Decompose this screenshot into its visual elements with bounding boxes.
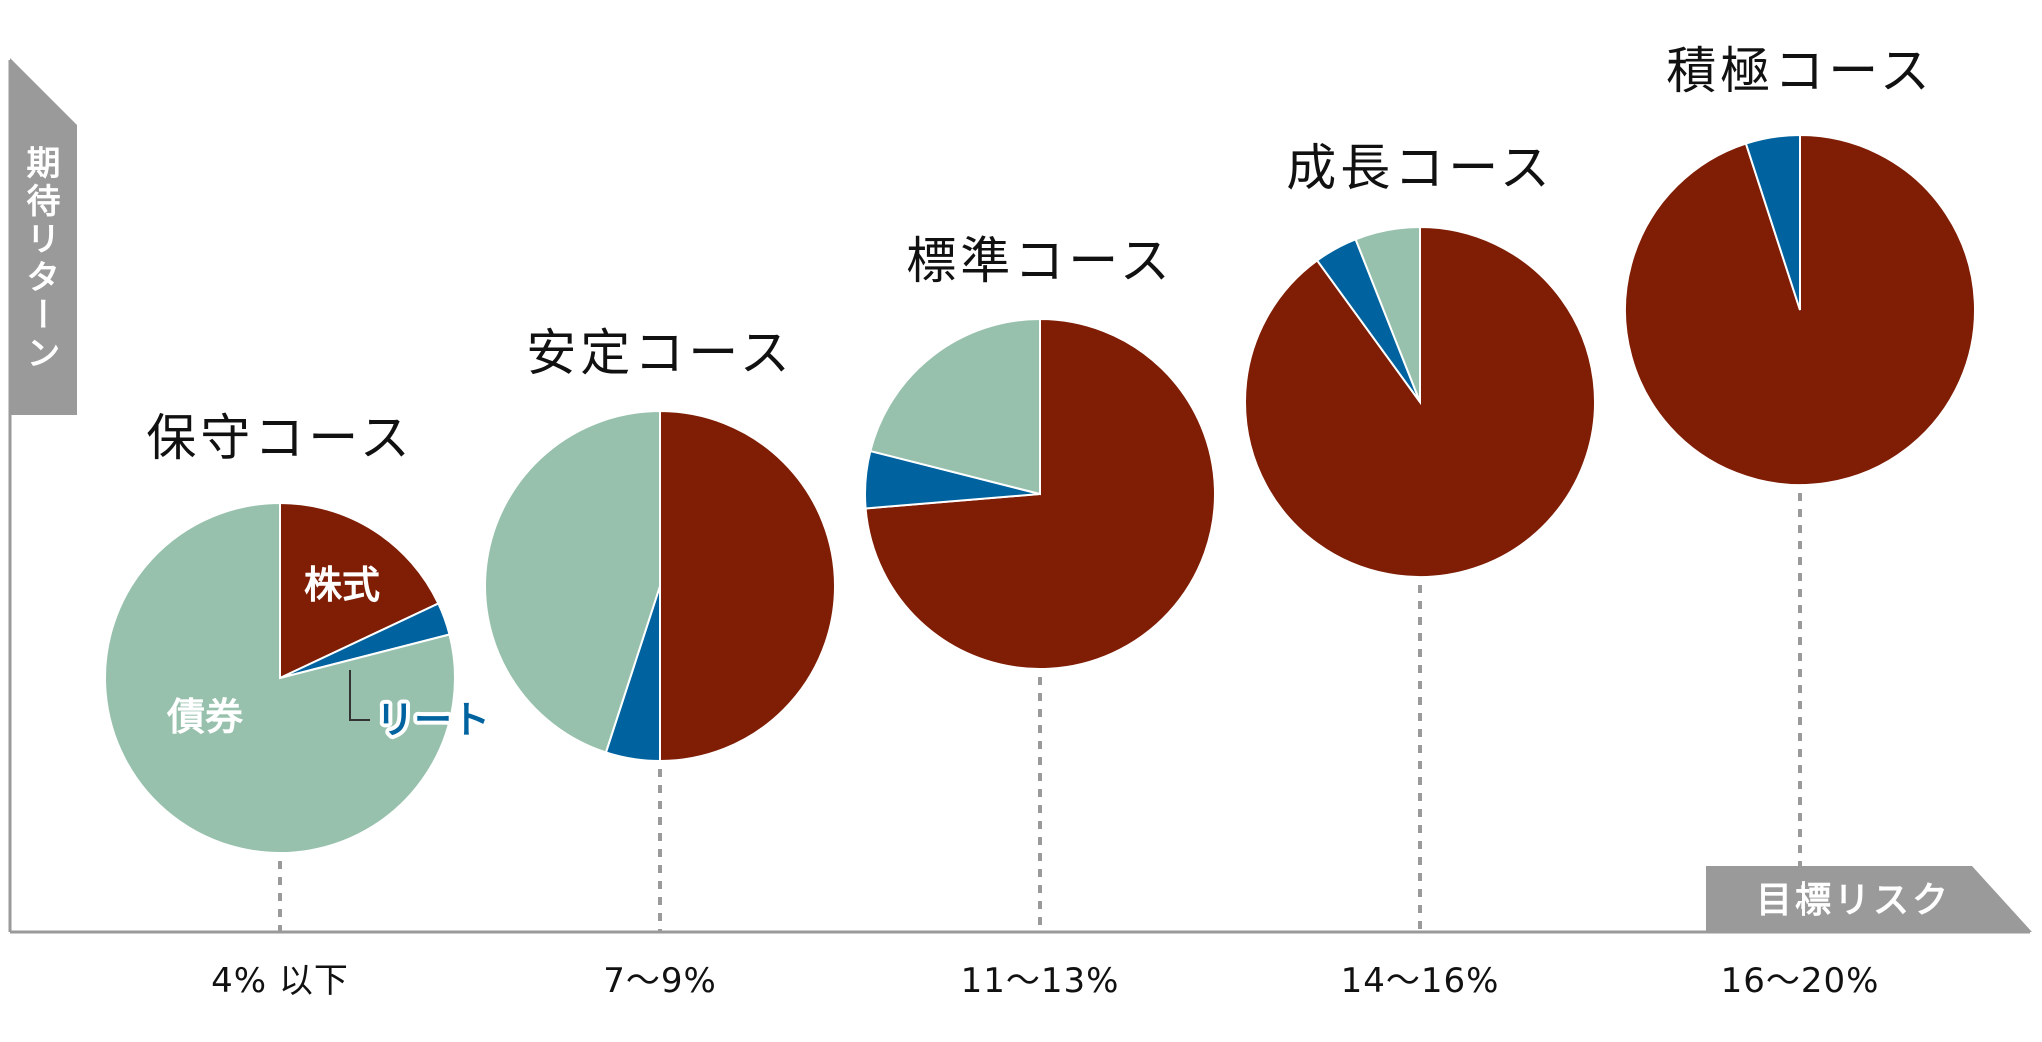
slice-label-bonds: 債券 xyxy=(166,695,244,739)
pie-slice-stocks xyxy=(659,409,836,763)
x-axis-banner xyxy=(1706,866,2032,932)
pie-slice-bonds xyxy=(1354,225,1421,403)
course-group-2: 安定コース 7〜9% xyxy=(484,324,836,1001)
x-tick-label: 7〜9% xyxy=(603,961,717,1001)
pie-slice-stocks xyxy=(279,501,440,680)
course-group-5: 積極コース 16〜20% xyxy=(1624,42,1977,1001)
reit-leader-line xyxy=(349,670,370,721)
course-title: 標準コース xyxy=(906,232,1174,290)
pie-slice-bonds xyxy=(484,409,661,754)
course-title: 積極コース xyxy=(1666,42,1934,100)
x-tick-label: 16〜20% xyxy=(1721,961,1880,1001)
y-axis-banner xyxy=(10,58,77,415)
y-axis-label: 期待リターン xyxy=(20,145,60,373)
x-tick-label: 14〜16% xyxy=(1341,961,1500,1001)
course-title: 成長コース xyxy=(1286,139,1554,197)
course-group-3: 標準コース 11〜13% xyxy=(864,232,1216,1001)
course-title: 保守コース xyxy=(146,409,414,467)
course-title: 安定コース xyxy=(526,324,794,382)
x-tick-label: 11〜13% xyxy=(961,961,1120,1001)
slice-label-reit: リート xyxy=(376,698,490,742)
x-axis-label: 目標リスク xyxy=(1756,880,1951,921)
slice-label-stocks: 株式 xyxy=(304,563,380,607)
course-group-4: 成長コース 14〜16% xyxy=(1244,139,1596,1001)
pie-slice-bonds xyxy=(103,501,456,854)
x-tick-label: 4% 以下 xyxy=(211,961,349,1001)
pie-slice-reit xyxy=(1744,133,1801,311)
pie-slice-bonds xyxy=(869,317,1041,496)
